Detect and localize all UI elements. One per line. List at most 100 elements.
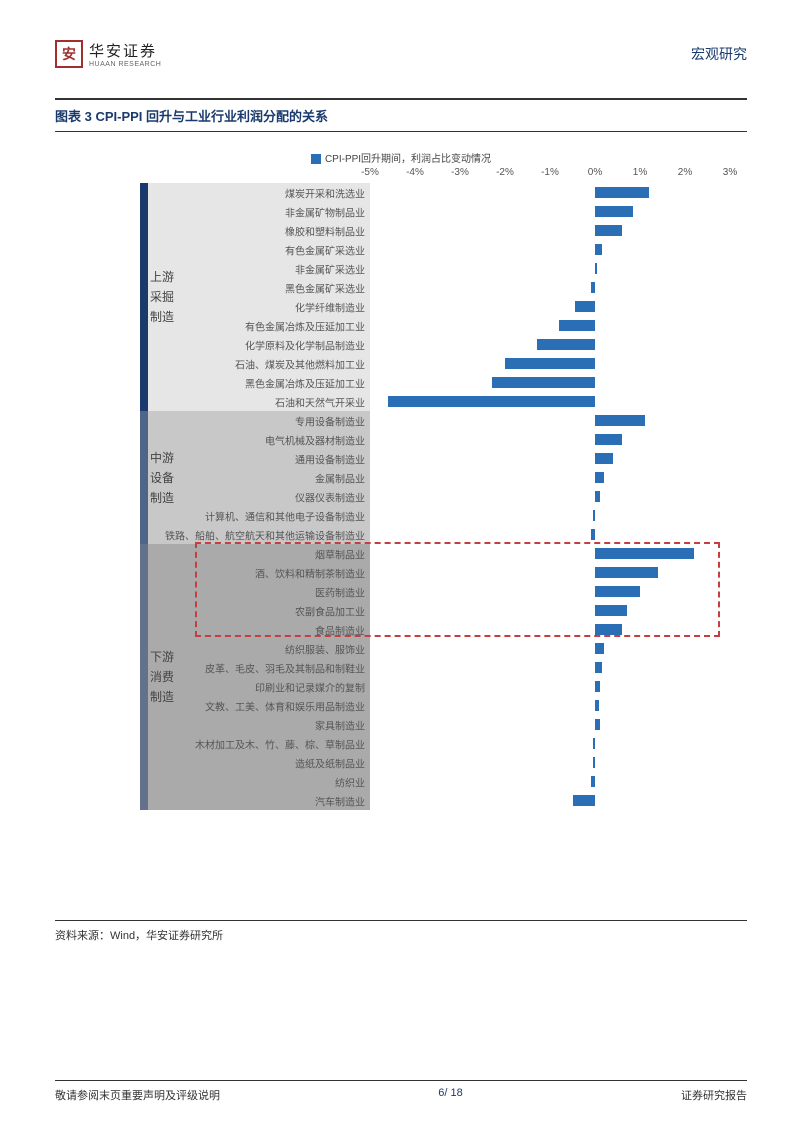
bar-area	[370, 563, 730, 582]
bar	[595, 605, 627, 616]
bar-label: 汽车制造业	[315, 793, 370, 808]
bar-area	[370, 658, 730, 677]
page-total: / 18	[444, 1087, 462, 1099]
bar-row: 汽车制造业	[55, 791, 747, 810]
bar-row: 化学原料及化学制品制造业	[55, 335, 747, 354]
bar-label: 石油和天然气开采业	[275, 394, 370, 409]
bar-row: 有色金属矿采选业	[55, 240, 747, 259]
footer-left: 敬请参阅末页重要声明及评级说明	[55, 1087, 220, 1103]
bar-area	[370, 791, 730, 810]
bar-row: 金属制品业	[55, 468, 747, 487]
bar-row: 石油、煤炭及其他燃料加工业	[55, 354, 747, 373]
bar	[595, 434, 622, 445]
bar	[595, 567, 658, 578]
bar-row: 黑色金属冶炼及压延加工业	[55, 373, 747, 392]
bar	[595, 643, 604, 654]
bar	[595, 206, 633, 217]
chart-container: CPI-PPI回升期间，利润占比变动情况 -5%-4%-3%-2%-1%0%1%…	[55, 150, 747, 910]
bar-area	[370, 487, 730, 506]
bar-area	[370, 183, 730, 202]
bar-row: 仪器仪表制造业	[55, 487, 747, 506]
bar-row: 铁路、船舶、航空航天和其他运输设备制造业	[55, 525, 747, 544]
bar-label: 专用设备制造业	[295, 413, 370, 428]
bar	[595, 681, 600, 692]
header-category: 宏观研究	[691, 44, 747, 64]
bar-area	[370, 430, 730, 449]
bar-area	[370, 772, 730, 791]
bar-area	[370, 411, 730, 430]
bar-label: 石油、煤炭及其他燃料加工业	[235, 356, 370, 371]
axis-tick: -5%	[361, 167, 379, 178]
bar-area	[370, 544, 730, 563]
bar-row: 造纸及纸制品业	[55, 753, 747, 772]
bar	[492, 377, 596, 388]
bar-area	[370, 221, 730, 240]
bar-area	[370, 468, 730, 487]
bar-area	[370, 639, 730, 658]
bar-row: 电气机械及器材制造业	[55, 430, 747, 449]
bar	[595, 263, 597, 274]
bar-label: 有色金属矿采选业	[285, 242, 370, 257]
axis-tick: -1%	[541, 167, 559, 178]
bar-label: 纺织服装、服饰业	[285, 641, 370, 656]
bar-row: 非金属矿采选业	[55, 259, 747, 278]
bar-area	[370, 335, 730, 354]
bar-area	[370, 392, 730, 411]
bar-row: 家具制造业	[55, 715, 747, 734]
bar-label: 酒、饮料和精制茶制造业	[255, 565, 370, 580]
bar	[591, 282, 596, 293]
bar-label: 印刷业和记录媒介的复制	[255, 679, 370, 694]
bar-label: 农副食品加工业	[295, 603, 370, 618]
chart-legend: CPI-PPI回升期间，利润占比变动情况	[55, 150, 747, 165]
bar	[595, 187, 649, 198]
footer-right: 证券研究报告	[681, 1087, 747, 1103]
bar	[595, 719, 600, 730]
bar-label: 金属制品业	[315, 470, 370, 485]
bar	[593, 738, 595, 749]
bar-row: 文教、工美、体育和娱乐用品制造业	[55, 696, 747, 715]
bar	[388, 396, 595, 407]
bar	[537, 339, 596, 350]
bar-label: 橡胶和塑料制品业	[285, 223, 370, 238]
bar	[591, 776, 596, 787]
bar-label: 木材加工及木、竹、藤、棕、草制品业	[195, 736, 370, 751]
bar	[575, 301, 595, 312]
bar-label: 文教、工美、体育和娱乐用品制造业	[205, 698, 370, 713]
bar-row: 石油和天然气开采业	[55, 392, 747, 411]
bar-area	[370, 601, 730, 620]
bar	[595, 624, 622, 635]
bar	[591, 529, 596, 540]
bar-row: 酒、饮料和精制茶制造业	[55, 563, 747, 582]
bar-row: 化学纤维制造业	[55, 297, 747, 316]
bar-row: 农副食品加工业	[55, 601, 747, 620]
bar-area	[370, 202, 730, 221]
bar-row: 纺织业	[55, 772, 747, 791]
bar-label: 有色金属冶炼及压延加工业	[245, 318, 370, 333]
bar-row: 煤炭开采和洗选业	[55, 183, 747, 202]
bar-label: 食品制造业	[315, 622, 370, 637]
axis-tick: 3%	[723, 167, 737, 178]
bar	[595, 491, 600, 502]
bar-label: 非金属矿物制品业	[285, 204, 370, 219]
bar	[595, 225, 622, 236]
axis-tick: -3%	[451, 167, 469, 178]
page-header: 安 华安证券 HUAAN RESEARCH 宏观研究	[55, 40, 747, 68]
bar-label: 化学原料及化学制品制造业	[245, 337, 370, 352]
bar-area	[370, 354, 730, 373]
axis-tick: 2%	[678, 167, 692, 178]
axis-tick: -4%	[406, 167, 424, 178]
bar-label: 非金属矿采选业	[295, 261, 370, 276]
axis-tick: 1%	[633, 167, 647, 178]
bar-area	[370, 278, 730, 297]
bar-label: 通用设备制造业	[295, 451, 370, 466]
bar	[559, 320, 595, 331]
bar	[505, 358, 595, 369]
bar-label: 黑色金属矿采选业	[285, 280, 370, 295]
bar	[595, 453, 613, 464]
bar-label: 烟草制品业	[315, 546, 370, 561]
bar-area	[370, 449, 730, 468]
bar-row: 橡胶和塑料制品业	[55, 221, 747, 240]
chart-title: 图表 3 CPI-PPI 回升与工业行业利润分配的关系	[55, 106, 747, 125]
bar-area	[370, 696, 730, 715]
bar-area	[370, 240, 730, 259]
